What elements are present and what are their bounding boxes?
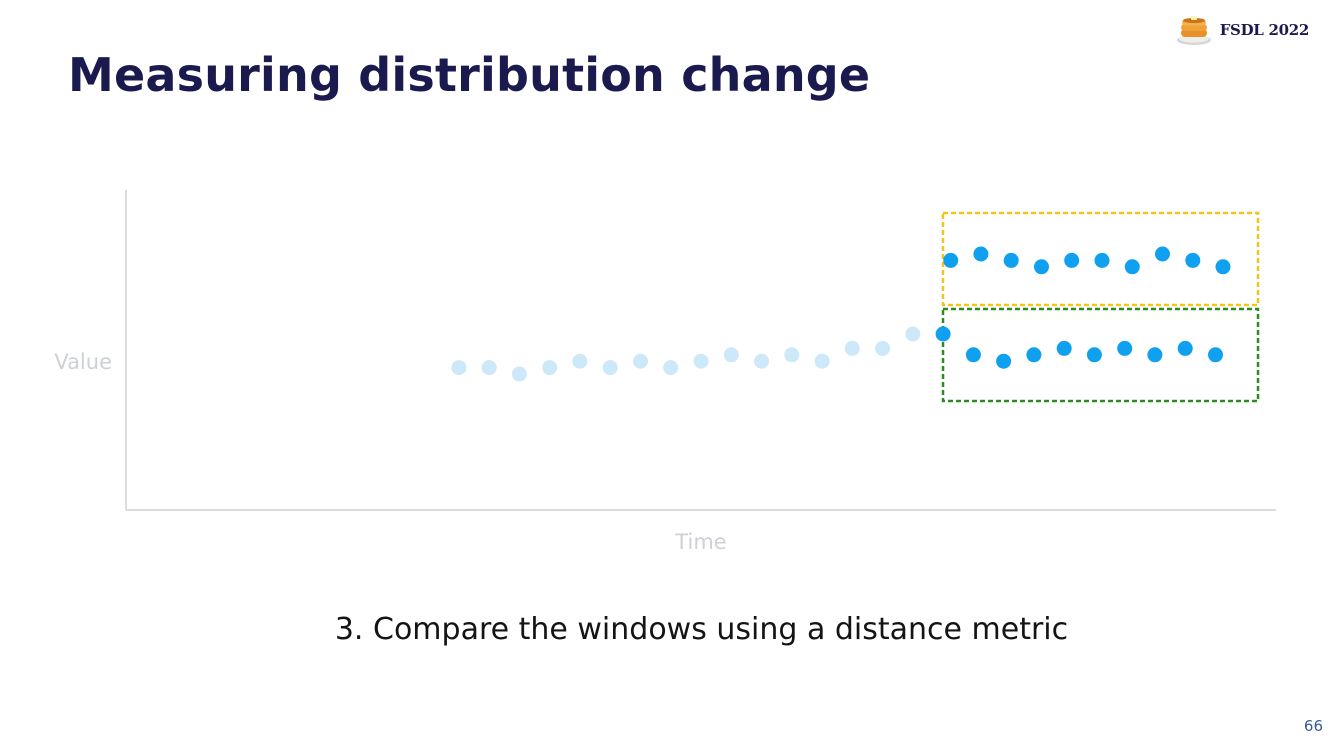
reference-window-point-2	[965, 347, 981, 363]
reference-point-8	[663, 360, 679, 376]
chart-points	[451, 246, 1231, 382]
brand-logo: FSDL 2022	[1176, 14, 1309, 46]
reference-window-point-8	[1147, 347, 1163, 363]
reference-window-point-10	[1208, 347, 1223, 363]
reference-window-point-6	[1086, 347, 1102, 363]
reference-point-11	[754, 353, 769, 369]
current-window-box	[941, 211, 1260, 307]
reference-point-3	[511, 366, 527, 382]
current-window-point-5	[1064, 252, 1080, 268]
slide-title: Measuring distribution change	[68, 48, 871, 102]
x-axis-label: Time	[674, 530, 726, 554]
reference-point-2	[481, 360, 497, 376]
reference-window-point-4	[1026, 347, 1042, 363]
current-window-point-9	[1185, 252, 1201, 268]
current-window-point-10	[1215, 259, 1231, 275]
current-window-point-6	[1094, 252, 1110, 268]
reference-window-box	[941, 307, 1260, 403]
reference-point-14	[844, 340, 860, 356]
current-window-point-7	[1124, 259, 1140, 275]
current-window-point-2	[973, 246, 989, 262]
reference-point-15	[875, 340, 891, 356]
reference-window-point-9	[1177, 340, 1193, 356]
reference-window-point-7	[1117, 340, 1133, 356]
reference-point-5	[572, 353, 588, 369]
reference-point-6	[602, 360, 618, 376]
reference-point-12	[784, 347, 800, 363]
reference-point-4	[542, 360, 558, 376]
reference-window-point-1	[935, 326, 951, 342]
current-window-point-4	[1034, 259, 1049, 275]
page-number: 66	[1303, 717, 1323, 735]
reference-point-16	[905, 326, 921, 342]
reference-point-13	[814, 353, 830, 369]
current-window-point-3	[1003, 252, 1019, 268]
reference-point-1	[451, 360, 467, 376]
reference-point-7	[633, 353, 648, 369]
current-window-point-8	[1155, 246, 1170, 262]
reference-window-point-5	[1056, 340, 1072, 356]
reference-window-point-3	[996, 353, 1012, 369]
slide-caption: 3. Compare the windows using a distance …	[334, 612, 1069, 647]
brand-name: FSDL 2022	[1219, 21, 1310, 39]
reference-point-9	[693, 353, 709, 369]
current-window-point-1	[943, 252, 959, 268]
reference-point-10	[723, 347, 739, 363]
pancakes-icon	[1176, 16, 1211, 45]
y-axis-label: Value	[54, 350, 112, 374]
